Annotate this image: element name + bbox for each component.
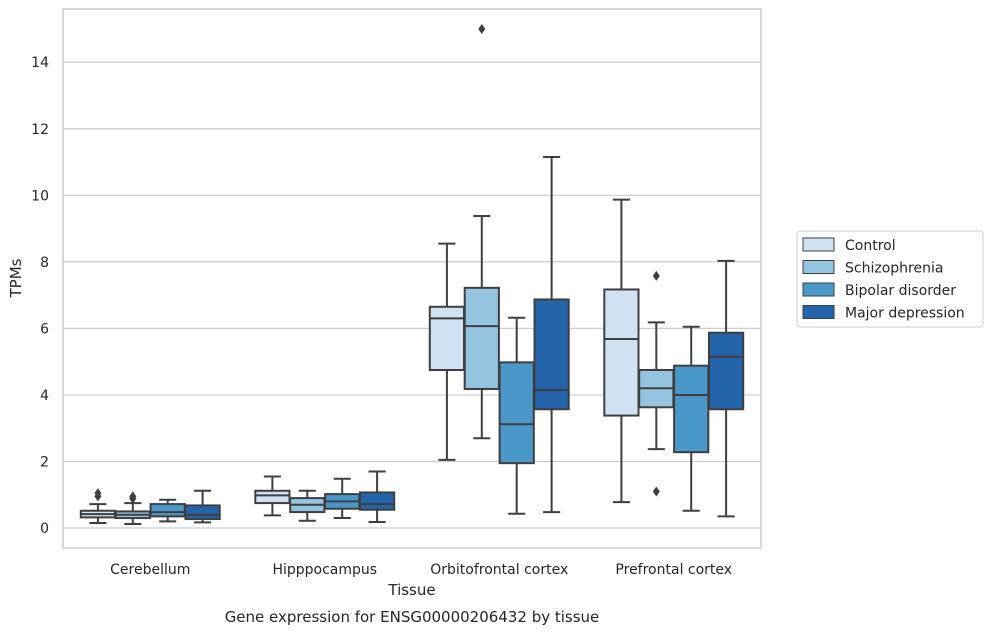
box-2-1 [463, 23, 500, 440]
x-tick-labels: Cerebellum Hipppocampus Orbitofrontal cort… [110, 562, 732, 578]
y-tick-label: 10 [31, 188, 49, 204]
x-tick-label: Orbitofrontal cortex [430, 562, 568, 578]
y-tick-label: 12 [31, 122, 49, 138]
box-body [707, 331, 745, 411]
box-3-3 [707, 259, 745, 518]
legend-label: Control [845, 238, 896, 254]
outlier-point [652, 270, 660, 281]
box-body [254, 489, 291, 505]
box-3-1 [638, 270, 675, 497]
legend-label: Bipolar disorder [845, 283, 956, 299]
y-tick-label: 8 [40, 255, 49, 271]
outlier-point [129, 491, 137, 502]
chart-caption: Gene expression for ENSG00000206432 by t… [225, 608, 600, 626]
x-tick-label: Prefrontal cortex [615, 562, 732, 578]
legend-swatch [802, 282, 835, 297]
x-tick-label: Cerebellum [110, 562, 190, 578]
y-tick-label: 4 [40, 388, 49, 404]
outlier-point [94, 488, 102, 499]
legend-swatch [802, 237, 835, 252]
box-body [603, 288, 640, 417]
legend-frame [796, 230, 984, 328]
box-1-3 [358, 470, 396, 524]
legend-swatch [802, 260, 835, 274]
box-0-1 [114, 491, 151, 526]
box-2-0 [428, 242, 466, 461]
box-0-2 [149, 498, 186, 523]
box-body [358, 491, 396, 511]
legend-swatch [802, 305, 835, 319]
box-body [184, 504, 221, 521]
box-0-3 [184, 489, 221, 524]
box-2-2 [498, 316, 535, 515]
box-body [498, 361, 535, 465]
box-body [463, 286, 500, 390]
box-1-2 [324, 477, 361, 520]
y-tick-label: 2 [40, 454, 49, 470]
legend-items: Control Schizophrenia Bipolar disorder Majo… [802, 237, 965, 322]
y-tick-label: 14 [31, 55, 49, 71]
box-2-3 [533, 156, 570, 514]
y-tick-label: 6 [40, 321, 49, 337]
outlier-point [652, 486, 660, 497]
x-axis-label: Tissue [387, 581, 435, 599]
box-body [149, 503, 186, 518]
x-tick-label: Hipppocampus [272, 562, 377, 578]
box-0-0 [79, 488, 117, 525]
box-body [673, 364, 710, 454]
box-3-2 [673, 325, 710, 512]
grid-lines [63, 61, 761, 529]
legend: Control Schizophrenia Bipolar disorder Majo… [796, 230, 984, 328]
outlier-point [478, 23, 486, 34]
box-body [533, 298, 570, 411]
y-tick-labels: 0 2 4 6 8 10 12 14 [31, 55, 49, 537]
y-tick-label: 0 [40, 521, 49, 537]
box-1-0 [254, 475, 291, 517]
plot-frame [62, 8, 762, 549]
legend-label: Schizophrenia [845, 261, 943, 277]
legend-label: Major depression [845, 306, 965, 322]
y-axis-label: TPMs [7, 258, 25, 298]
box-3-0 [603, 198, 640, 504]
box-body [428, 305, 466, 371]
box-series [79, 23, 745, 526]
box-1-1 [289, 489, 326, 522]
